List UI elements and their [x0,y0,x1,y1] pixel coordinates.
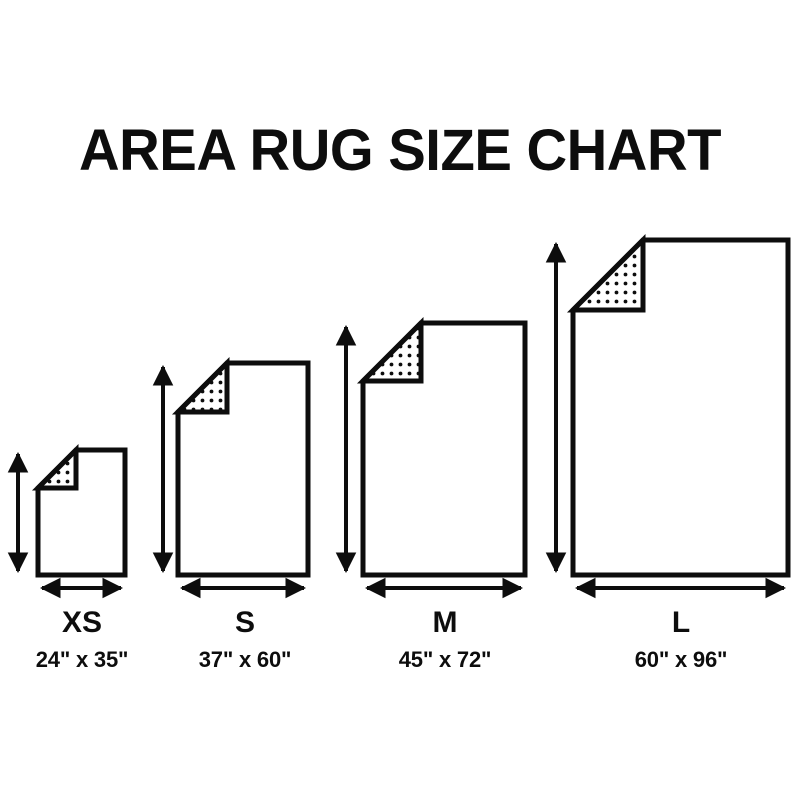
fold-outline-l [566,233,646,313]
size-label-m: M 45" x 72" [295,608,595,671]
rug-shapes-layer [31,233,791,578]
size-dimensions-m: 45" x 72" [398,647,492,672]
size-name-xs: XS [61,606,103,639]
fold-outline-s [171,356,230,415]
size-name-m: M [432,606,458,639]
rug-shape-m [356,316,528,578]
size-label-s: S 37" x 60" [95,608,395,671]
fold-outline-xs [31,443,79,491]
page-title: AREA RUG SIZE CHART [79,118,721,183]
size-label-xs: XS 24" x 35" [0,608,232,671]
size-dimensions-xs: 24" x 35" [35,647,129,672]
rug-shape-l [566,233,791,578]
size-name-s: S [234,606,255,639]
size-name-l: L [671,606,691,639]
rug-shape-xs [31,443,128,578]
size-label-l: L 60" x 96" [531,608,800,671]
dimension-arrows-layer [7,241,787,599]
size-dimensions-s: 37" x 60" [198,647,292,672]
rug-body-xs [35,447,128,578]
size-dimensions-l: 60" x 96" [634,647,728,672]
rug-shape-s [171,356,311,578]
fold-outline-m [356,316,424,384]
